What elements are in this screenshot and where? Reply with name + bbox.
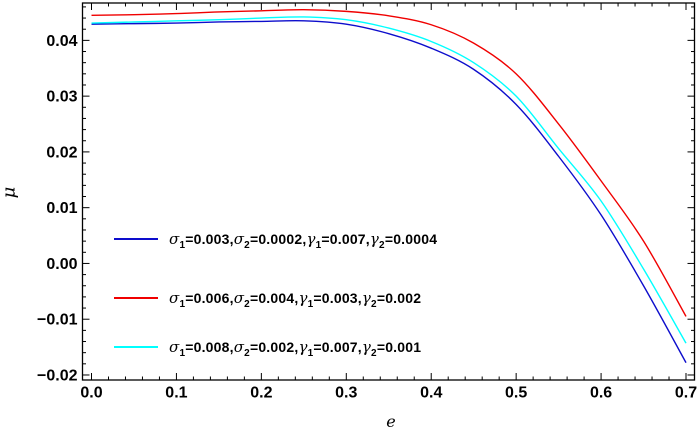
- y-tick-label: 0.02: [46, 144, 77, 161]
- curve-series-1: [91, 8, 687, 317]
- x-axis-label: e: [386, 412, 396, 431]
- y-axis-label: μ: [0, 186, 20, 199]
- x-tick-label: 0.3: [335, 385, 357, 402]
- y-tick-label: 0.04: [46, 33, 77, 50]
- y-tick-label: −0.01: [37, 312, 78, 329]
- y-tick-label: 0.00: [46, 256, 77, 273]
- curve-series-0: [91, 20, 687, 364]
- axis-ticks: [82, 3, 695, 380]
- plot-frame: [81, 2, 696, 381]
- curve-series-2: [91, 16, 687, 344]
- frame-rect: [81, 2, 696, 381]
- data-curves: [91, 8, 687, 364]
- x-tick-label: 0.2: [250, 385, 272, 402]
- x-tick-label: 0.6: [590, 385, 612, 402]
- x-tick-label: 0.4: [420, 385, 442, 402]
- x-tick-label: 0.5: [505, 385, 527, 402]
- x-tick-label: 0.7: [675, 385, 697, 402]
- x-tick-label: 0.0: [80, 385, 102, 402]
- tick-labels: 0.0 0.1 0.2 0.3 0.4 0.5 0.6 0.7 −0.02 −0.01 0.00 0.…: [37, 33, 697, 402]
- x-tick-label: 0.1: [165, 385, 187, 402]
- y-tick-label: 0.01: [46, 200, 77, 217]
- y-tick-label: 0.03: [46, 89, 77, 106]
- y-tick-label: −0.02: [37, 367, 78, 384]
